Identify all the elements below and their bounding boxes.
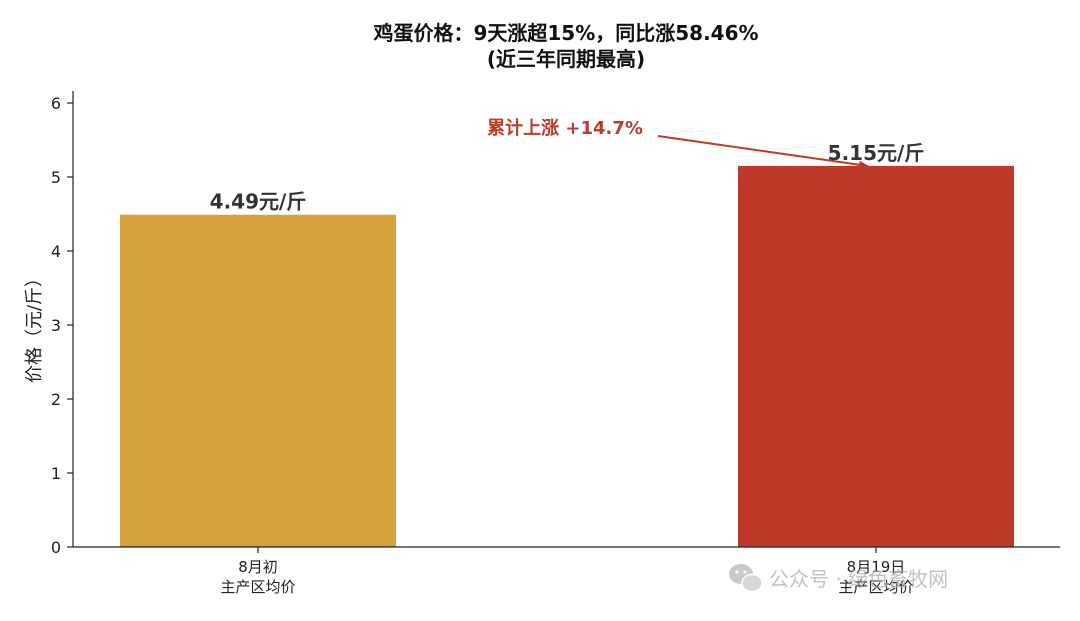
x-category-label: 8月19日 (847, 558, 906, 576)
bar-2 (738, 165, 1014, 547)
y-tick-label: 5 (51, 168, 61, 187)
wechat-icon (729, 564, 763, 593)
watermark: 公众号 · 绿色畜牧网 (729, 564, 948, 593)
y-axis-label: 价格（元/斤） (24, 269, 45, 383)
chart-subtitle: (近三年同期最高) (487, 47, 645, 71)
data-label: 5.15元/斤 (828, 141, 925, 165)
annotation-arrow (657, 135, 869, 169)
annotation-text: 累计上涨 +14.7% (487, 117, 643, 139)
y-tick-label: 0 (51, 538, 61, 557)
chart-title: 鸡蛋价格：9天涨超15%，同比涨58.46% (372, 21, 758, 45)
bar-1 (120, 214, 396, 548)
y-tick-label: 4 (51, 242, 61, 261)
x-category-label: 8月初 (238, 558, 278, 576)
data-label: 4.49元/斤 (210, 190, 307, 214)
y-axis-ticks: 0 1 2 3 4 5 6 (51, 94, 73, 557)
y-tick-label: 3 (51, 316, 61, 335)
x-category-label: 主产区均价 (838, 578, 913, 596)
bars: 4.49元/斤 5.15元/斤 (120, 141, 1014, 548)
y-tick-label: 6 (51, 94, 61, 113)
watermark-text: 公众号 · 绿色畜牧网 (769, 567, 948, 591)
x-category-label: 主产区均价 (220, 578, 295, 596)
y-tick-label: 1 (51, 464, 61, 483)
y-tick-label: 2 (51, 390, 61, 409)
